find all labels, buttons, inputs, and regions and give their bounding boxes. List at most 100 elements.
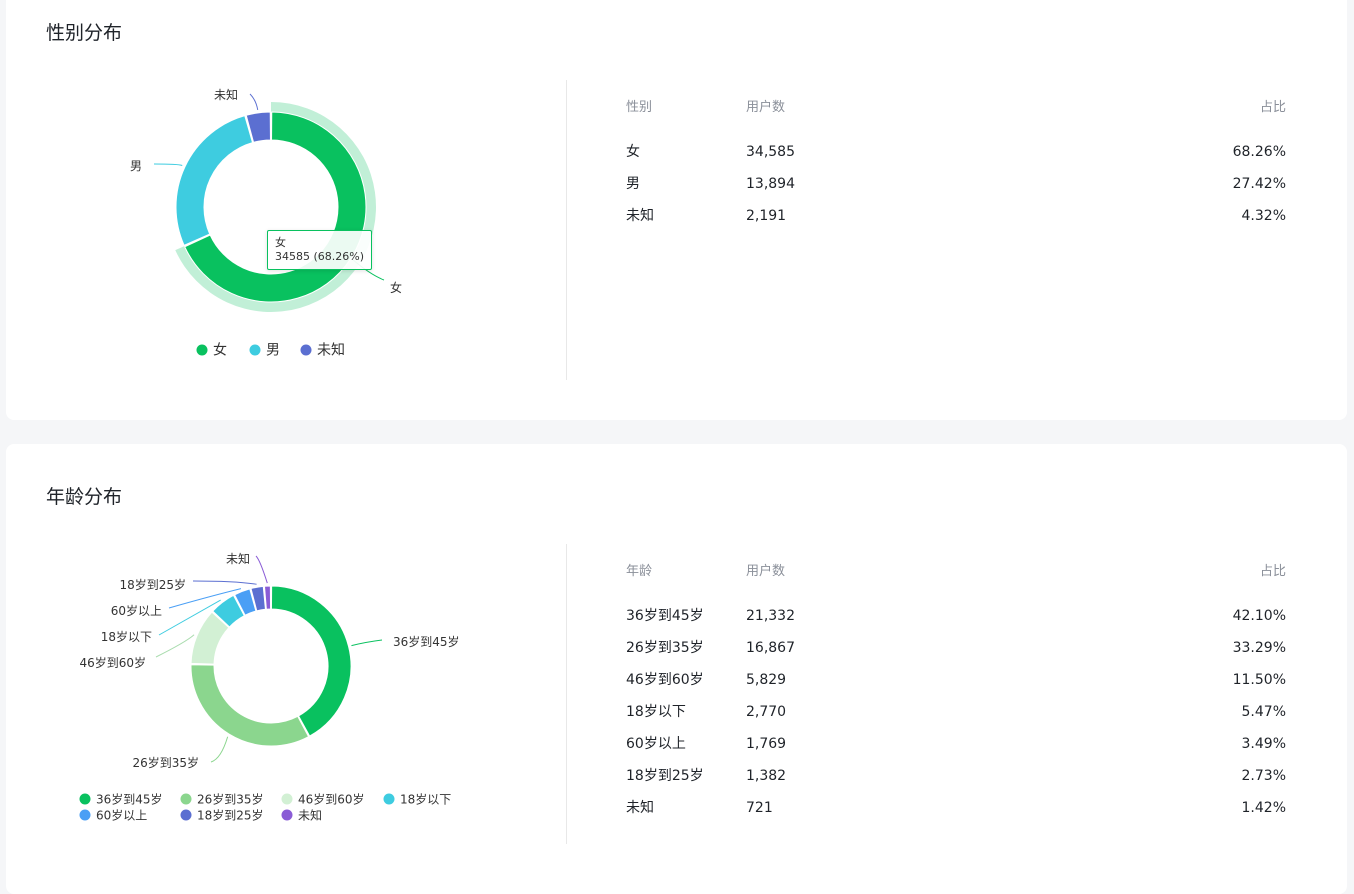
- row-label: 男: [626, 176, 640, 192]
- row-count: 2,770: [746, 704, 787, 720]
- legend-dot-icon: [180, 793, 192, 805]
- row-label: 60岁以上: [626, 736, 686, 752]
- donut-slice-item-6[interactable]: [263, 585, 272, 610]
- slice-label: 男: [130, 159, 142, 173]
- age-donut-chart[interactable]: 36岁到45岁26岁到35岁46岁到60岁18岁以下60岁以上18岁到25岁未知…: [6, 444, 566, 844]
- table-row: 60岁以上 1,769 3.49%: [626, 734, 1286, 766]
- row-pct: 2.73%: [1241, 768, 1286, 784]
- row-label: 未知: [626, 800, 654, 816]
- row-pct: 27.42%: [1232, 176, 1286, 192]
- row-label: 36岁到45岁: [626, 608, 704, 624]
- row-pct: 1.42%: [1241, 800, 1286, 816]
- legend-label: 18岁到25岁: [197, 808, 264, 823]
- table-row: 46岁到60岁 5,829 11.50%: [626, 670, 1286, 702]
- row-pct: 33.29%: [1232, 640, 1286, 656]
- legend-label: 26岁到35岁: [197, 792, 264, 807]
- legend-label: 未知: [317, 342, 345, 359]
- row-count: 721: [746, 800, 773, 816]
- header-ratio: 占比: [1259, 100, 1286, 115]
- donut-slice-item-3[interactable]: [212, 594, 245, 628]
- section-divider: [566, 80, 567, 380]
- header-ratio: 占比: [1259, 564, 1286, 579]
- legend-dot-icon: [79, 809, 91, 821]
- row-label: 未知: [626, 208, 654, 224]
- table-row: 女 34,585 68.26%: [626, 142, 1286, 174]
- row-pct: 5.47%: [1241, 704, 1286, 720]
- table-header-row: 性别 用户数 占比: [626, 98, 1286, 142]
- legend-dot-icon: [281, 809, 293, 821]
- legend-label: 60岁以上: [96, 808, 147, 823]
- legend-item[interactable]: 46岁到60岁: [281, 792, 365, 807]
- donut-slice-item-5[interactable]: [250, 585, 267, 612]
- legend-dot-icon: [300, 344, 312, 356]
- tooltip-value: 34585 (68.26%): [275, 250, 365, 263]
- legend-label: 36岁到45岁: [96, 792, 163, 807]
- chart-tooltip: 女 34585 (68.26%): [267, 230, 373, 270]
- age-distribution-card: 年龄分布 36岁到45岁 26岁到35岁 46岁到60岁 18岁以下 60岁以上 18岁到…: [6, 444, 1347, 894]
- table-row: 未知 721 1.42%: [626, 798, 1286, 830]
- row-pct: 3.49%: [1241, 736, 1286, 752]
- leader-line: [153, 163, 183, 166]
- leader-line: [192, 580, 257, 585]
- table-row: 26岁到35岁 16,867 33.29%: [626, 638, 1286, 670]
- donut-slice-item-0[interactable]: [270, 585, 352, 737]
- legend-label: 18岁以下: [400, 792, 451, 807]
- legend-item[interactable]: 26岁到35岁: [180, 792, 264, 807]
- table-row: 18岁以下 2,770 5.47%: [626, 702, 1286, 734]
- donut-slice-item-2[interactable]: [190, 611, 230, 665]
- legend-item[interactable]: 男: [249, 343, 281, 359]
- leader-line: [155, 634, 195, 658]
- slice-label: 60岁以上: [111, 603, 162, 618]
- donut-slice-item-2[interactable]: [245, 111, 271, 143]
- table-row: 未知 2,191 4.32%: [626, 206, 1286, 238]
- row-count: 1,382: [746, 768, 787, 784]
- legend-dot-icon: [249, 344, 261, 356]
- slice-label: 36岁到45岁: [393, 634, 460, 649]
- legend-item[interactable]: 60岁以上: [79, 808, 148, 823]
- legend-item[interactable]: 18岁以下: [383, 792, 452, 807]
- legend-label: 女: [213, 342, 227, 359]
- gender-donut-chart[interactable]: 女男未知女男未知: [6, 0, 566, 400]
- legend-item[interactable]: 未知: [300, 342, 346, 359]
- table-row: 18岁到25岁 1,382 2.73%: [626, 766, 1286, 798]
- table-header-row: 年龄 用户数 占比: [626, 562, 1286, 606]
- legend-item[interactable]: 女: [196, 342, 228, 359]
- leader-line: [158, 599, 221, 636]
- leader-line: [249, 93, 259, 110]
- donut-slice-item-1[interactable]: [175, 115, 254, 247]
- legend-item[interactable]: 18岁到25岁: [180, 808, 264, 823]
- legend-item[interactable]: 36岁到45岁: [79, 792, 163, 807]
- table-row: 36岁到45岁 21,332 42.10%: [626, 606, 1286, 638]
- age-table: 年龄 用户数 占比 36岁到45岁 21,332 42.10% 26岁到35岁 …: [626, 562, 1286, 830]
- table-row: 男 13,894 27.42%: [626, 174, 1286, 206]
- row-count: 1,769: [746, 736, 787, 752]
- leader-line: [210, 736, 229, 763]
- row-count: 34,585: [746, 144, 795, 160]
- gender-table: 性别 用户数 占比 女 34,585 68.26% 男 13,894 27.42…: [626, 98, 1286, 238]
- row-pct: 42.10%: [1232, 608, 1286, 624]
- donut-slice-item-1[interactable]: [190, 664, 310, 747]
- legend-dot-icon: [281, 793, 293, 805]
- row-count: 5,829: [746, 672, 787, 688]
- tooltip-name: 女: [275, 236, 286, 249]
- row-pct: 4.32%: [1241, 208, 1286, 224]
- row-label: 46岁到60岁: [626, 672, 704, 688]
- legend-dot-icon: [79, 793, 91, 805]
- slice-label: 未知: [226, 552, 250, 566]
- legend-item[interactable]: 未知: [281, 809, 323, 823]
- leader-line: [255, 555, 268, 584]
- legend-dot-icon: [383, 793, 395, 805]
- row-count: 21,332: [746, 608, 795, 624]
- slice-label: 未知: [214, 88, 238, 102]
- section-divider: [566, 544, 567, 844]
- donut-slice-item-4[interactable]: [233, 588, 257, 616]
- row-label: 女: [626, 144, 640, 160]
- row-count: 13,894: [746, 176, 795, 192]
- leader-line: [351, 639, 383, 647]
- row-pct: 11.50%: [1232, 672, 1286, 688]
- header-gender: 性别: [626, 100, 653, 115]
- header-user-count: 用户数: [746, 564, 786, 579]
- legend-dot-icon: [196, 344, 208, 356]
- age-section-title: 年龄分布: [46, 486, 123, 508]
- slice-label: 18岁到25岁: [119, 577, 186, 592]
